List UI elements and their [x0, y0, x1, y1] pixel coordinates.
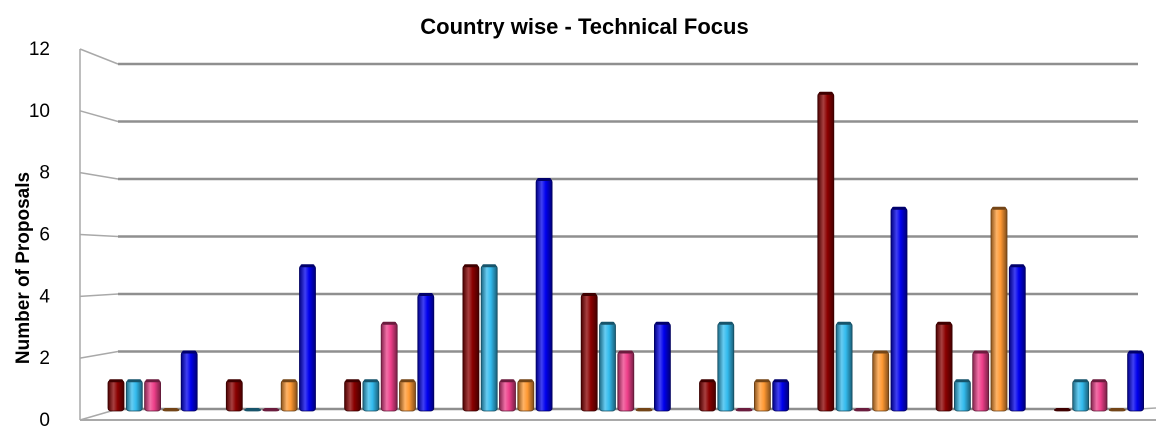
bar [872, 350, 890, 412]
bar [399, 379, 416, 412]
bar [854, 408, 871, 412]
bar [417, 293, 435, 412]
bar [125, 379, 143, 412]
bar [954, 379, 971, 412]
bar [654, 321, 671, 412]
bar [1008, 264, 1026, 412]
gridline-connector [79, 110, 119, 123]
bar [580, 293, 598, 412]
bar [499, 379, 516, 412]
y-tick-label: 0 [39, 410, 50, 427]
bar [362, 379, 380, 412]
bar [480, 264, 498, 412]
bar [1127, 350, 1144, 412]
bars [107, 91, 1144, 412]
bar [262, 408, 280, 412]
bar [517, 379, 535, 412]
bar [380, 321, 398, 412]
y-tick-label: 8 [39, 163, 50, 184]
bar [735, 408, 753, 412]
bar [299, 264, 316, 412]
bar [535, 178, 553, 412]
bar [699, 379, 716, 412]
bar [990, 206, 1008, 412]
y-tick-label: 12 [29, 39, 50, 60]
bar [144, 379, 162, 412]
gridline-connector [79, 233, 119, 238]
bar [107, 379, 125, 412]
y-axis: 0 2 4 6 8 10 12 [29, 39, 81, 427]
gridline-connector [79, 293, 119, 298]
bar [344, 379, 362, 412]
bar [180, 350, 198, 412]
gridline-connector [79, 350, 119, 359]
chart-title: Country wise - Technical Focus [420, 14, 749, 39]
bar [635, 408, 653, 412]
bar [890, 206, 908, 412]
bar [1072, 379, 1090, 412]
bar [717, 321, 735, 412]
bar [1054, 408, 1071, 412]
bar [817, 91, 835, 412]
bar [280, 379, 298, 412]
bar [1108, 408, 1126, 412]
bar [835, 321, 853, 412]
bar [244, 408, 262, 412]
y-tick-label: 6 [39, 225, 50, 246]
y-tick-label: 4 [39, 286, 50, 307]
gridline-connector [79, 48, 119, 65]
bar [225, 379, 243, 412]
bar [462, 264, 480, 412]
bar [972, 350, 990, 412]
y-tick-label: 10 [29, 101, 50, 122]
gridline-connector [79, 171, 119, 180]
bar [162, 408, 180, 412]
bar [772, 379, 790, 412]
bar [754, 379, 771, 412]
y-tick-label: 2 [39, 348, 50, 369]
bar [617, 350, 635, 412]
bar [1090, 379, 1108, 412]
bar [599, 321, 616, 412]
bar [935, 321, 953, 412]
